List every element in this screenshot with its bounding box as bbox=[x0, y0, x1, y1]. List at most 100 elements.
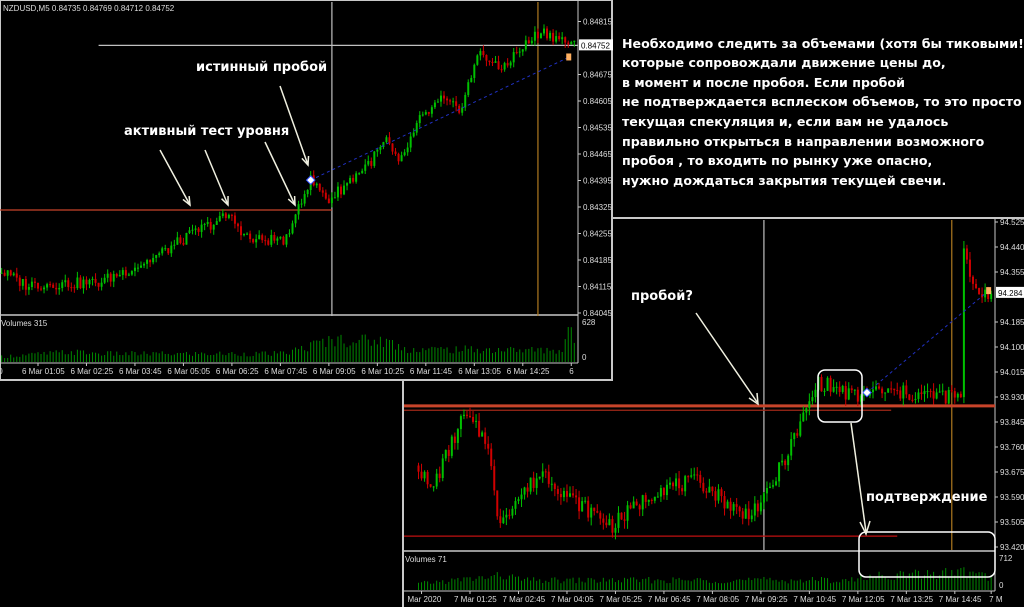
candle bbox=[490, 448, 493, 467]
text-line: нужно дождаться закрытия текущей свечи. bbox=[622, 172, 947, 188]
candle bbox=[805, 408, 808, 413]
candle bbox=[823, 390, 826, 392]
candle bbox=[420, 471, 423, 479]
candle bbox=[164, 248, 167, 250]
candle bbox=[708, 486, 711, 493]
time-tick-label: 7 M bbox=[989, 595, 1003, 604]
candle bbox=[476, 55, 479, 65]
candle bbox=[965, 248, 968, 260]
candle bbox=[775, 481, 778, 486]
candle bbox=[558, 36, 561, 40]
time-tick-label: 6 Mar 01:05 bbox=[22, 367, 65, 376]
price-tick-label: 0.84395 bbox=[583, 177, 612, 186]
candle bbox=[379, 146, 382, 150]
price-tick-label: 0.84185 bbox=[583, 256, 612, 265]
candle bbox=[555, 36, 558, 42]
price-tick-label: 0.84325 bbox=[583, 203, 612, 212]
candle bbox=[890, 388, 893, 390]
candle bbox=[149, 260, 152, 263]
arrow-icon bbox=[301, 155, 310, 167]
candle bbox=[514, 501, 517, 509]
candle bbox=[246, 233, 249, 235]
text-line: которые сопровождали движение цены до, bbox=[622, 55, 946, 71]
time-tick-label: 6 Mar 02:25 bbox=[70, 367, 113, 376]
candle bbox=[452, 101, 455, 103]
candle bbox=[423, 471, 426, 479]
candle bbox=[155, 255, 158, 258]
candle bbox=[461, 107, 464, 113]
time-tick-label: 6 Mar 07:45 bbox=[264, 367, 307, 376]
arrow-line bbox=[695, 312, 758, 403]
candle bbox=[549, 32, 552, 39]
candle bbox=[409, 136, 412, 148]
arrow-line bbox=[279, 85, 309, 166]
candle bbox=[546, 28, 549, 39]
candle bbox=[587, 500, 590, 518]
volume-zero-label: 0 bbox=[999, 581, 1004, 590]
candle bbox=[473, 64, 476, 78]
candle bbox=[875, 386, 878, 390]
candle bbox=[333, 197, 336, 199]
candle bbox=[136, 267, 139, 269]
candle bbox=[429, 484, 432, 487]
candle bbox=[406, 147, 409, 153]
candle bbox=[499, 516, 502, 524]
candle bbox=[447, 449, 450, 456]
candle bbox=[264, 240, 267, 242]
candle bbox=[376, 149, 379, 152]
candle bbox=[252, 239, 255, 243]
candle bbox=[702, 482, 705, 492]
time-tick-label: 7 Mar 05:25 bbox=[599, 595, 642, 604]
candle bbox=[30, 281, 33, 288]
candle bbox=[12, 273, 15, 276]
candle bbox=[768, 486, 771, 489]
candle bbox=[130, 271, 133, 275]
candle bbox=[488, 60, 491, 62]
candle bbox=[355, 173, 358, 182]
candle bbox=[605, 522, 608, 526]
candle bbox=[200, 224, 203, 232]
candle bbox=[227, 214, 230, 218]
candle bbox=[726, 501, 729, 509]
candle bbox=[352, 177, 355, 182]
candle bbox=[950, 390, 953, 392]
candle bbox=[565, 491, 568, 497]
time-tick-label: 6 Mar 06:25 bbox=[216, 367, 259, 376]
candle bbox=[118, 274, 121, 277]
candle bbox=[750, 515, 753, 520]
candle bbox=[653, 496, 656, 501]
candle bbox=[644, 495, 647, 502]
level-test-label: активный тест уровня bbox=[124, 124, 290, 139]
chart-title: NZDUSD,M5 0.84735 0.84769 0.84712 0.8475… bbox=[3, 4, 175, 13]
candle bbox=[511, 508, 514, 516]
candle bbox=[820, 376, 823, 392]
candle bbox=[255, 239, 258, 243]
text-line: пробоя , то входить по рынку уже опасно, bbox=[622, 153, 933, 169]
candle bbox=[623, 519, 626, 521]
candle bbox=[533, 31, 536, 41]
candle bbox=[500, 69, 503, 71]
candle bbox=[544, 471, 547, 473]
candle bbox=[956, 393, 959, 398]
candle bbox=[608, 519, 611, 526]
candle bbox=[221, 213, 224, 217]
time-tick-label: 6 Mar 05:05 bbox=[167, 367, 210, 376]
candle bbox=[984, 289, 987, 298]
time-tick-label: 7 Mar 04:05 bbox=[551, 595, 594, 604]
candle bbox=[318, 183, 321, 191]
candle bbox=[112, 274, 115, 282]
candle bbox=[799, 421, 802, 436]
candle bbox=[902, 385, 905, 399]
candle bbox=[493, 466, 496, 491]
candle bbox=[364, 164, 367, 171]
candle bbox=[962, 248, 965, 398]
candle bbox=[94, 278, 97, 283]
candle bbox=[635, 501, 638, 506]
candle bbox=[881, 388, 884, 394]
time-tick-label: 6 Mar 10:25 bbox=[361, 367, 404, 376]
candle bbox=[3, 272, 6, 276]
candle bbox=[744, 508, 747, 519]
candle bbox=[182, 242, 185, 245]
candle bbox=[908, 394, 911, 400]
